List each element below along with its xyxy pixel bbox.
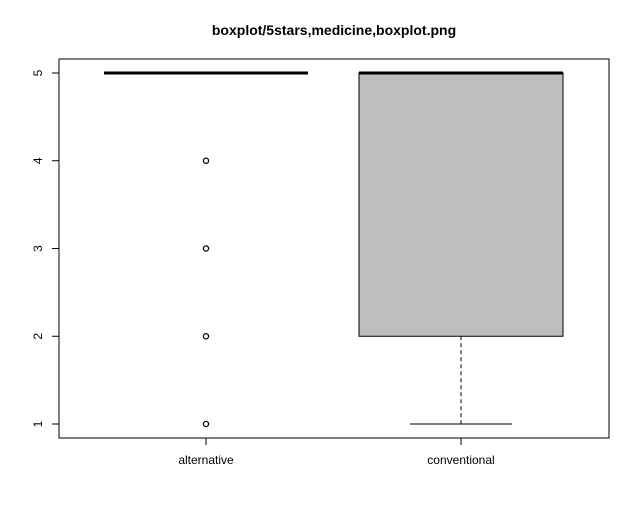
y-tick-label: 5 <box>31 69 45 76</box>
box-alternative <box>104 71 308 428</box>
box-body <box>358 72 564 337</box>
box-conventional <box>358 71 564 425</box>
y-tick-label: 4 <box>31 157 45 164</box>
y-axis: 1 2 3 4 5 <box>31 69 60 427</box>
x-tick-label: conventional <box>427 453 494 467</box>
y-tick-label: 1 <box>31 420 45 427</box>
boxes-layer <box>104 71 564 428</box>
outlier-point <box>202 332 210 340</box>
y-tick-label: 2 <box>31 333 45 340</box>
outlier-point <box>202 157 210 164</box>
x-tick-label: alternative <box>178 453 234 467</box>
chart-title: boxplot/5stars,medicine,boxplot.png <box>212 22 456 38</box>
outlier-point <box>202 245 210 252</box>
x-axis: alternative conventional <box>178 437 495 467</box>
outlier-point <box>202 420 210 428</box>
y-tick-label: 3 <box>31 245 45 252</box>
